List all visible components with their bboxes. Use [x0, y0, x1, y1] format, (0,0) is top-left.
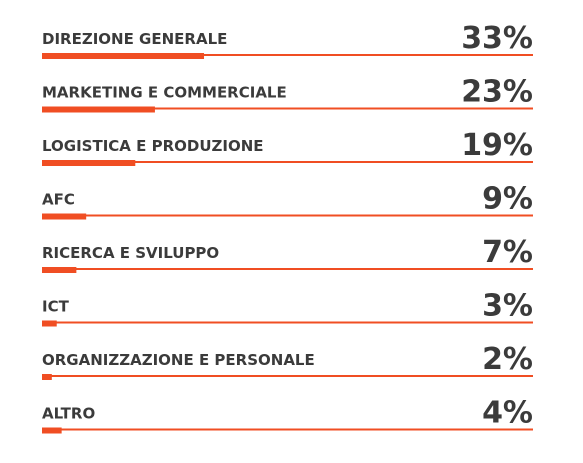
bar-track — [42, 268, 533, 270]
chart-row: MARKETING E COMMERCIALE 23% — [42, 75, 533, 113]
chart-row: DIREZIONE GENERALE 33% — [42, 21, 533, 59]
category-label: ICT — [42, 298, 70, 316]
bar-track — [42, 321, 533, 324]
value-label: 23% — [461, 75, 533, 110]
category-label: ORGANIZZAZIONE E PERSONALE — [42, 351, 315, 369]
chart-row: RICERCA E SVILUPPO 7% — [42, 235, 533, 273]
bar-track — [42, 54, 533, 56]
bar-track — [42, 161, 533, 163]
value-label: 33% — [461, 21, 533, 56]
value-label: 2% — [482, 342, 533, 377]
chart-row: ICT 3% — [42, 289, 533, 327]
value-label: 4% — [482, 396, 533, 431]
value-label: 3% — [482, 289, 533, 324]
chart-row: ORGANIZZAZIONE E PERSONALE 2% — [42, 342, 533, 380]
bar-track — [42, 107, 533, 110]
category-label: ALTRO — [42, 405, 95, 423]
category-label: LOGISTICA E PRODUZIONE — [42, 137, 264, 155]
bar-track — [42, 428, 533, 431]
chart-row: LOGISTICA E PRODUZIONE 19% — [42, 128, 533, 166]
bar — [42, 427, 62, 434]
bar — [42, 320, 57, 327]
value-label: 7% — [482, 235, 533, 270]
bar — [42, 374, 52, 380]
value-label: 9% — [482, 182, 533, 217]
bar-track — [42, 214, 533, 217]
bar — [42, 160, 136, 166]
chart-row: AFC 9% — [42, 182, 533, 220]
value-label: 19% — [461, 128, 533, 163]
bar — [42, 53, 205, 59]
bar-track — [42, 375, 533, 377]
category-label: RICERCA E SVILUPPO — [42, 244, 219, 262]
category-label: MARKETING E COMMERCIALE — [42, 84, 287, 102]
chart-row: ALTRO 4% — [42, 396, 533, 434]
category-label: AFC — [42, 191, 75, 209]
bar — [42, 267, 77, 273]
bar — [42, 213, 87, 220]
bar — [42, 106, 155, 113]
category-label: DIREZIONE GENERALE — [42, 30, 227, 48]
